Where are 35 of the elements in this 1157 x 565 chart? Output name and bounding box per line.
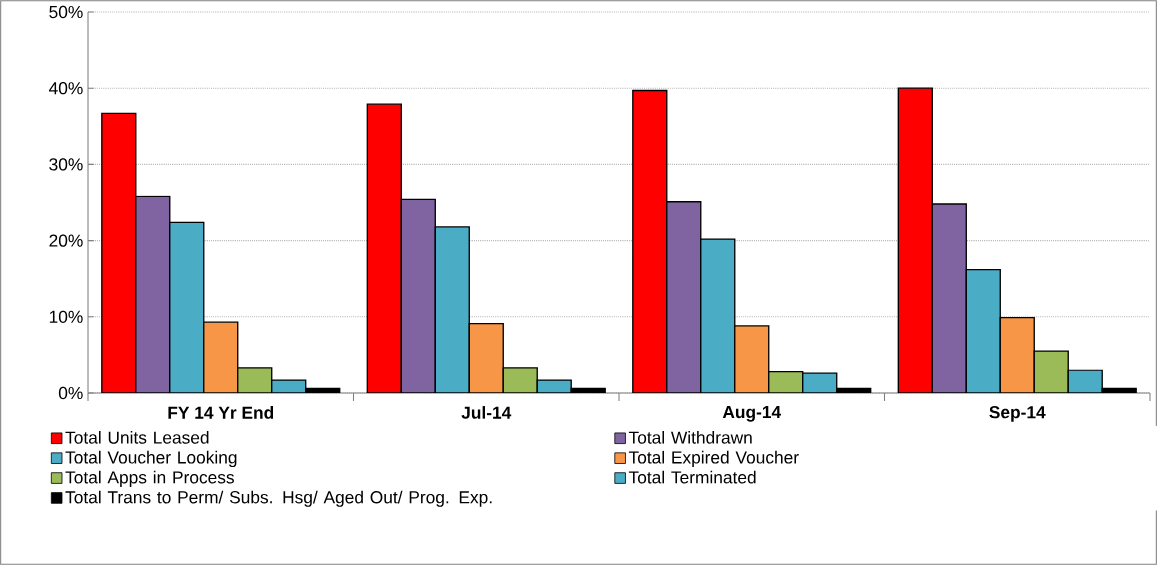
bar (169, 221, 205, 393)
bar (135, 195, 171, 393)
y-tick-label: 10% (49, 310, 83, 323)
bar (965, 268, 1001, 393)
bar (666, 201, 702, 393)
bar (999, 316, 1035, 393)
bar (101, 112, 137, 393)
legend-label: Total Units Leased (65, 430, 209, 444)
bar (734, 325, 770, 393)
legend-label: Total Trans to Perm/ Subs. Hsg/ Aged Out/ Prog. Exp. (65, 490, 492, 507)
legend-label: Total Expired Voucher (628, 450, 799, 468)
bar (203, 321, 239, 393)
bar (700, 238, 736, 393)
bar (897, 87, 933, 393)
x-tick-label: Jul-14 (461, 406, 512, 419)
y-tick-label: 20% (49, 234, 83, 247)
bar (1033, 350, 1069, 393)
bar (931, 203, 967, 393)
legend-label: Total Terminated (628, 470, 756, 484)
bar (366, 103, 402, 393)
bar (400, 198, 436, 393)
x-tick-label: FY 14 Yr End (168, 406, 274, 419)
bar (468, 322, 504, 393)
bar (768, 371, 804, 393)
y-tick-label: 30% (49, 158, 83, 171)
y-tick-label: 0% (58, 386, 83, 400)
y-tick-label: 50% (49, 5, 83, 19)
bar (434, 226, 470, 393)
y-tick-label: 40% (49, 82, 83, 95)
legend-label: Total Voucher Looking (65, 450, 237, 468)
legend-label: Total Withdrawn (628, 430, 752, 444)
bar (632, 89, 668, 393)
legend-label: Total Apps in Process (65, 470, 234, 487)
x-tick-label: Sep-14 (989, 406, 1046, 422)
x-tick-label: Aug-14 (722, 406, 782, 422)
